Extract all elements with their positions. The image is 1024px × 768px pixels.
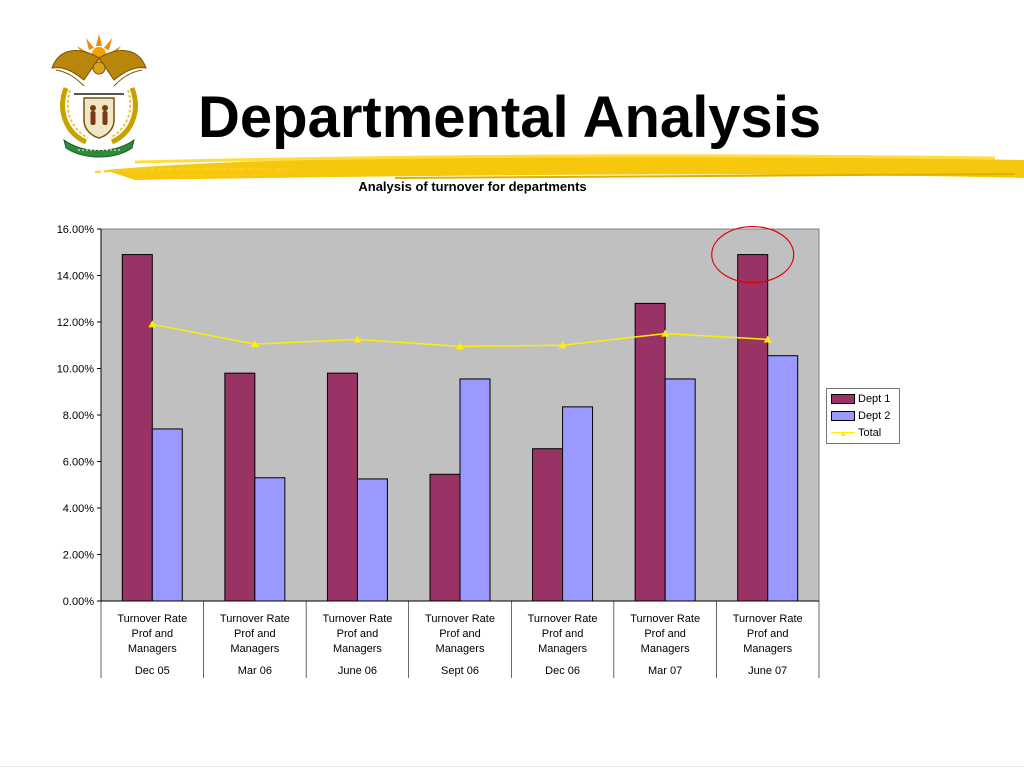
- y-tick-label: 14.00%: [57, 271, 95, 283]
- marker-total: [763, 335, 772, 343]
- period-label: Dec 05: [135, 665, 170, 677]
- period-label: Mar 07: [648, 665, 682, 677]
- category-label: Prof and: [747, 628, 789, 640]
- bar-dept2: [767, 355, 799, 602]
- y-tick-label: 0.00%: [63, 596, 94, 608]
- category-label: Managers: [436, 643, 485, 655]
- legend-line-total: [831, 425, 855, 441]
- period-label: June 06: [338, 665, 377, 677]
- legend-item-total: Total: [831, 425, 881, 441]
- category-label: Managers: [641, 643, 690, 655]
- highlight-circle: [711, 225, 795, 284]
- y-tick-label: 16.00%: [57, 224, 95, 236]
- category-label: Prof and: [234, 628, 276, 640]
- legend-label-total: Total: [858, 427, 882, 439]
- bar-dept2: [356, 478, 388, 602]
- category-label: Turnover Rate: [630, 613, 700, 625]
- y-tick-label: 10.00%: [57, 364, 95, 376]
- yellow-highlighter-stroke: [95, 154, 1024, 180]
- bar-dept1: [224, 372, 256, 602]
- category-label: Prof and: [337, 628, 379, 640]
- category-label: Prof and: [542, 628, 584, 640]
- category-label: Managers: [538, 643, 587, 655]
- period-label: Sept 06: [441, 665, 479, 677]
- category-label: Managers: [230, 643, 279, 655]
- category-label: Turnover Rate: [733, 613, 803, 625]
- period-label: Mar 06: [238, 665, 272, 677]
- category-label: Managers: [333, 643, 382, 655]
- marker-total: [353, 335, 362, 343]
- category-label: Turnover Rate: [322, 613, 392, 625]
- y-tick-label: 2.00%: [63, 550, 94, 562]
- category-label: Prof and: [131, 628, 173, 640]
- y-tick-label: 6.00%: [63, 457, 94, 469]
- slide-title: Departmental Analysis: [198, 85, 822, 150]
- legend-label-dept1: Dept 1: [858, 393, 891, 405]
- bar-dept1: [737, 254, 769, 602]
- category-label: Turnover Rate: [528, 613, 598, 625]
- marker-total: [558, 341, 567, 349]
- bar-dept1: [532, 448, 564, 602]
- marker-total: [661, 329, 670, 337]
- category-label: Turnover Rate: [117, 613, 187, 625]
- marker-total: [250, 340, 259, 348]
- bar-dept1: [121, 254, 153, 602]
- category-label: Prof and: [644, 628, 686, 640]
- period-label: Dec 06: [545, 665, 580, 677]
- category-label: Turnover Rate: [425, 613, 495, 625]
- bar-dept1: [429, 473, 461, 602]
- chart-title: Analysis of turnover for departments: [358, 179, 587, 194]
- category-label: Managers: [743, 643, 792, 655]
- y-tick-label: 12.00%: [57, 317, 95, 329]
- legend-item-dept1: Dept 1: [831, 391, 890, 407]
- category-label: Prof and: [439, 628, 481, 640]
- y-tick-label: 4.00%: [63, 503, 94, 515]
- bar-dept2: [562, 406, 594, 602]
- legend-label-dept2: Dept 2: [858, 410, 891, 422]
- bar-dept2: [151, 428, 183, 602]
- bar-dept2: [664, 378, 696, 602]
- category-label: Managers: [128, 643, 177, 655]
- bar-dept1: [634, 302, 666, 602]
- footer-divider: [0, 766, 1024, 767]
- period-label: June 07: [748, 665, 787, 677]
- legend-swatch-dept2: [831, 411, 855, 422]
- legend-swatch-dept1: [831, 394, 855, 405]
- marker-total: [148, 320, 157, 328]
- marker-total: [456, 342, 464, 350]
- legend-item-dept2: Dept 2: [831, 408, 890, 424]
- coat-of-arms-logo: [51, 34, 147, 158]
- bar-dept2: [459, 378, 491, 602]
- chart-legend: Dept 1 Dept 2 Total: [826, 388, 900, 444]
- y-tick-label: 8.00%: [63, 410, 94, 422]
- bar-dept2: [254, 477, 286, 602]
- category-label: Turnover Rate: [220, 613, 290, 625]
- bar-dept1: [326, 372, 358, 602]
